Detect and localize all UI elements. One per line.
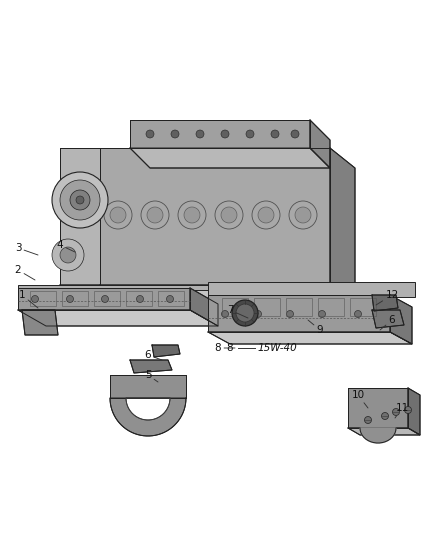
Circle shape xyxy=(171,130,179,138)
Circle shape xyxy=(258,207,274,223)
Circle shape xyxy=(271,130,279,138)
Circle shape xyxy=(295,207,311,223)
Polygon shape xyxy=(100,148,330,285)
Bar xyxy=(62,291,88,306)
Bar xyxy=(158,291,184,306)
Circle shape xyxy=(291,130,299,138)
Bar xyxy=(126,291,152,306)
Polygon shape xyxy=(348,428,420,435)
Circle shape xyxy=(318,311,325,318)
Circle shape xyxy=(196,130,204,138)
Circle shape xyxy=(60,247,76,263)
Polygon shape xyxy=(360,428,396,443)
Polygon shape xyxy=(390,295,412,344)
Text: 4: 4 xyxy=(57,240,75,252)
Bar xyxy=(94,291,120,306)
Circle shape xyxy=(232,300,258,326)
Text: 12: 12 xyxy=(376,290,399,305)
Circle shape xyxy=(236,304,254,322)
Polygon shape xyxy=(372,310,404,328)
Polygon shape xyxy=(152,345,180,357)
Text: 1: 1 xyxy=(19,290,38,308)
Polygon shape xyxy=(372,295,398,311)
Circle shape xyxy=(52,239,84,271)
Text: 7: 7 xyxy=(227,305,248,318)
Bar xyxy=(286,298,312,316)
Circle shape xyxy=(76,196,84,204)
Text: 11: 11 xyxy=(395,403,409,418)
Circle shape xyxy=(392,408,399,416)
Bar xyxy=(30,291,56,306)
Circle shape xyxy=(137,295,144,303)
Text: 2: 2 xyxy=(15,265,35,280)
Polygon shape xyxy=(330,148,355,305)
Circle shape xyxy=(222,311,229,318)
Circle shape xyxy=(254,311,261,318)
Polygon shape xyxy=(18,288,190,310)
Polygon shape xyxy=(126,398,170,420)
Text: 8: 8 xyxy=(215,343,235,353)
Text: 6: 6 xyxy=(380,315,396,330)
Circle shape xyxy=(60,180,100,220)
Polygon shape xyxy=(130,148,330,168)
Circle shape xyxy=(378,311,385,318)
Bar xyxy=(254,298,280,316)
Circle shape xyxy=(364,416,371,424)
Polygon shape xyxy=(22,310,58,335)
Polygon shape xyxy=(310,120,330,168)
Circle shape xyxy=(110,207,126,223)
Bar xyxy=(318,298,344,316)
Circle shape xyxy=(146,130,154,138)
Polygon shape xyxy=(60,148,100,285)
Circle shape xyxy=(52,172,108,228)
Circle shape xyxy=(70,190,90,210)
Polygon shape xyxy=(18,310,218,326)
Text: 8: 8 xyxy=(227,343,233,353)
Polygon shape xyxy=(110,398,186,436)
Circle shape xyxy=(381,413,389,419)
Polygon shape xyxy=(208,295,390,332)
Circle shape xyxy=(184,207,200,223)
Polygon shape xyxy=(60,285,125,305)
Circle shape xyxy=(32,295,39,303)
Circle shape xyxy=(147,207,163,223)
Bar xyxy=(222,298,248,316)
Polygon shape xyxy=(130,120,310,148)
Polygon shape xyxy=(18,285,218,290)
Circle shape xyxy=(354,311,361,318)
Circle shape xyxy=(246,130,254,138)
Polygon shape xyxy=(130,360,172,373)
Text: 9: 9 xyxy=(308,320,323,335)
Circle shape xyxy=(286,311,293,318)
Text: 10: 10 xyxy=(351,390,368,408)
Polygon shape xyxy=(208,332,412,344)
Circle shape xyxy=(405,407,411,414)
Circle shape xyxy=(67,295,74,303)
Circle shape xyxy=(102,295,109,303)
Text: 5: 5 xyxy=(145,370,158,382)
Text: 15W-40: 15W-40 xyxy=(258,343,298,353)
Polygon shape xyxy=(348,388,408,428)
Bar xyxy=(350,298,376,316)
Polygon shape xyxy=(408,388,420,435)
Text: 3: 3 xyxy=(15,243,38,255)
Polygon shape xyxy=(190,288,218,326)
Text: 6: 6 xyxy=(145,350,162,360)
Polygon shape xyxy=(110,375,186,398)
Polygon shape xyxy=(100,285,355,305)
Circle shape xyxy=(221,207,237,223)
Circle shape xyxy=(221,130,229,138)
Circle shape xyxy=(166,295,173,303)
Polygon shape xyxy=(208,282,415,297)
